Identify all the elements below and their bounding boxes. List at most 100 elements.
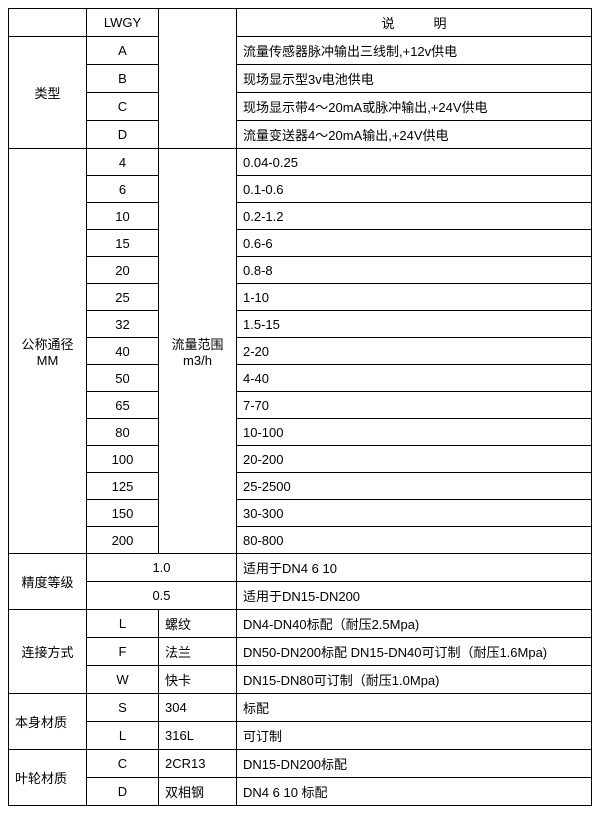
diameter-row: 32 1.5-15 <box>9 311 592 338</box>
diameter-range: 80-800 <box>237 527 592 554</box>
diameter-size: 25 <box>87 284 159 311</box>
accuracy-label: 精度等级 <box>9 554 87 610</box>
type-desc: 流量传感器脉冲输出三线制,+12v供电 <box>237 37 592 65</box>
diameter-size: 4 <box>87 149 159 176</box>
diameter-range: 1.5-15 <box>237 311 592 338</box>
accuracy-value: 0.5 <box>87 582 237 610</box>
diameter-row: 10 0.2-1.2 <box>9 203 592 230</box>
diameter-label: 公称通径 MM <box>9 149 87 554</box>
impeller-desc: DN15-DN200标配 <box>237 750 592 778</box>
connection-code: L <box>87 610 159 638</box>
accuracy-value: 1.0 <box>87 554 237 582</box>
type-code: B <box>87 65 159 93</box>
diameter-size: 10 <box>87 203 159 230</box>
range-label-line1: 流量范围 <box>171 337 223 352</box>
diameter-row: 公称通径 MM 4 流量范围 m3/h 0.04-0.25 <box>9 149 592 176</box>
connection-row: W 快卡 DN15-DN80可订制（耐压1.0Mpa) <box>9 666 592 694</box>
diameter-range: 20-200 <box>237 446 592 473</box>
diameter-range: 0.8-8 <box>237 257 592 284</box>
blank-cell <box>9 9 87 37</box>
connection-row: 连接方式 L 螺纹 DN4-DN40标配（耐压2.5Mpa) <box>9 610 592 638</box>
type-code: A <box>87 37 159 65</box>
impeller-code: D <box>87 778 159 806</box>
connection-desc: DN50-DN200标配 DN15-DN40可订制（耐压1.6Mpa) <box>237 638 592 666</box>
diameter-range: 10-100 <box>237 419 592 446</box>
type-row: C 现场显示带4～20mA或脉冲输出,+24V供电 <box>9 93 592 121</box>
accuracy-row: 0.5 适用于DN15-DN200 <box>9 582 592 610</box>
accuracy-desc: 适用于DN15-DN200 <box>237 582 592 610</box>
diameter-range: 0.6-6 <box>237 230 592 257</box>
body-material-row: 本身材质 S 304 标配 <box>9 694 592 722</box>
body-material-code: S <box>87 694 159 722</box>
diameter-size: 50 <box>87 365 159 392</box>
type-label: 类型 <box>9 37 87 149</box>
diameter-row: 100 20-200 <box>9 446 592 473</box>
type-desc: 现场显示型3v电池供电 <box>237 65 592 93</box>
type-desc: 现场显示带4～20mA或脉冲输出,+24V供电 <box>237 93 592 121</box>
impeller-name: 2CR13 <box>159 750 237 778</box>
diameter-row: 20 0.8-8 <box>9 257 592 284</box>
impeller-name: 双相钢 <box>159 778 237 806</box>
diameter-range: 7-70 <box>237 392 592 419</box>
diameter-range: 0.1-0.6 <box>237 176 592 203</box>
diameter-row: 15 0.6-6 <box>9 230 592 257</box>
type-code: C <box>87 93 159 121</box>
blank-merged <box>159 9 237 149</box>
impeller-row: 叶轮材质 C 2CR13 DN15-DN200标配 <box>9 750 592 778</box>
type-row: 类型 A 流量传感器脉冲输出三线制,+12v供电 <box>9 37 592 65</box>
diameter-size: 40 <box>87 338 159 365</box>
diameter-size: 6 <box>87 176 159 203</box>
diameter-row: 40 2-20 <box>9 338 592 365</box>
connection-desc: DN4-DN40标配（耐压2.5Mpa) <box>237 610 592 638</box>
diameter-range: 1-10 <box>237 284 592 311</box>
connection-row: F 法兰 DN50-DN200标配 DN15-DN40可订制（耐压1.6Mpa) <box>9 638 592 666</box>
lwgy-header: LWGY <box>87 9 159 37</box>
connection-label: 连接方式 <box>9 610 87 694</box>
diameter-label-line1: 公称通径 <box>21 337 73 352</box>
diameter-row: 504-40 <box>9 365 592 392</box>
body-material-desc: 可订制 <box>237 722 592 750</box>
diameter-range: 30-300 <box>237 500 592 527</box>
range-label-line2: m3/h <box>183 353 212 368</box>
diameter-size: 100 <box>87 446 159 473</box>
accuracy-desc: 适用于DN4 6 10 <box>237 554 592 582</box>
diameter-size: 20 <box>87 257 159 284</box>
connection-name: 螺纹 <box>159 610 237 638</box>
body-material-code: L <box>87 722 159 750</box>
body-material-row: L 316L 可订制 <box>9 722 592 750</box>
diameter-row: 200 80-800 <box>9 527 592 554</box>
diameter-size: 150 <box>87 500 159 527</box>
impeller-desc: DN4 6 10 标配 <box>237 778 592 806</box>
diameter-range: 25-2500 <box>237 473 592 500</box>
diameter-row: 12525-2500 <box>9 473 592 500</box>
diameter-row: 25 1-10 <box>9 284 592 311</box>
type-desc: 流量变送器4～20mA输出,+24V供电 <box>237 121 592 149</box>
diameter-size: 65 <box>87 392 159 419</box>
body-material-name: 316L <box>159 722 237 750</box>
diameter-size: 200 <box>87 527 159 554</box>
impeller-row: D 双相钢 DN4 6 10 标配 <box>9 778 592 806</box>
diameter-label-line2: MM <box>37 353 59 368</box>
diameter-size: 80 <box>87 419 159 446</box>
impeller-label: 叶轮材质 <box>9 750 87 806</box>
connection-name: 快卡 <box>159 666 237 694</box>
body-material-label: 本身材质 <box>9 694 87 750</box>
type-row: B 现场显示型3v电池供电 <box>9 65 592 93</box>
diameter-row: 150 30-300 <box>9 500 592 527</box>
connection-desc: DN15-DN80可订制（耐压1.0Mpa) <box>237 666 592 694</box>
diameter-row: 80 10-100 <box>9 419 592 446</box>
diameter-range: 0.04-0.25 <box>237 149 592 176</box>
connection-code: W <box>87 666 159 694</box>
connection-name: 法兰 <box>159 638 237 666</box>
diameter-range: 2-20 <box>237 338 592 365</box>
spec-table: LWGY 说 明 类型 A 流量传感器脉冲输出三线制,+12v供电 B 现场显示… <box>8 8 592 806</box>
diameter-range: 0.2-1.2 <box>237 203 592 230</box>
impeller-code: C <box>87 750 159 778</box>
type-code: D <box>87 121 159 149</box>
body-material-name: 304 <box>159 694 237 722</box>
body-material-desc: 标配 <box>237 694 592 722</box>
diameter-size: 15 <box>87 230 159 257</box>
diameter-size: 32 <box>87 311 159 338</box>
range-label: 流量范围 m3/h <box>159 149 237 554</box>
type-row: D 流量变送器4～20mA输出,+24V供电 <box>9 121 592 149</box>
